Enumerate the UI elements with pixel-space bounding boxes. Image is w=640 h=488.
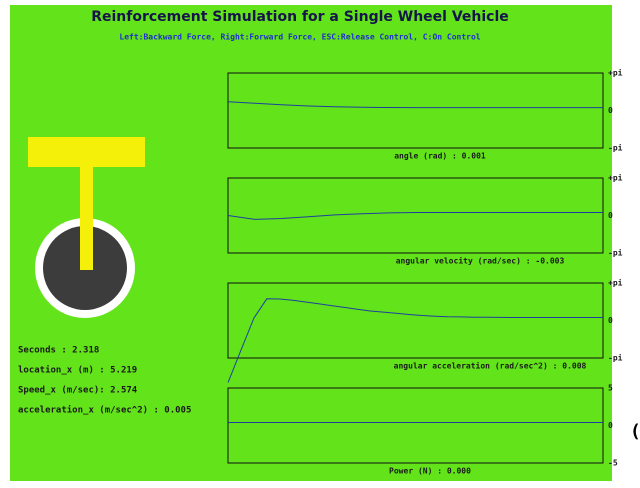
graph-label: angle (rad) : 0.001 bbox=[394, 152, 486, 161]
vehicle-body bbox=[28, 137, 145, 167]
status-text: location_x (m) : 5.219 bbox=[18, 365, 137, 376]
y-tick-label: 0 bbox=[608, 316, 613, 325]
y-tick-label: +pi bbox=[608, 68, 623, 78]
status-text: acceleration_x (m/sec^2) : 0.005 bbox=[18, 405, 191, 416]
y-tick-label: +pi bbox=[608, 173, 623, 183]
vehicle-pole bbox=[80, 167, 93, 270]
graph-label: angular acceleration (rad/sec^2) : 0.008 bbox=[394, 361, 587, 371]
status-text: Speed_x (m/sec): 2.574 bbox=[18, 386, 138, 396]
y-tick-label: -5 bbox=[608, 459, 618, 468]
edge-text: ( bbox=[630, 421, 640, 442]
y-tick-label: 0 bbox=[608, 106, 613, 115]
y-tick-label: -pi bbox=[608, 248, 623, 258]
graph-label: Power (N) : 0.000 bbox=[389, 467, 471, 476]
status-text: Seconds : 2.318 bbox=[18, 346, 99, 356]
title: Reinforcement Simulation for a Single Wh… bbox=[91, 9, 509, 25]
app-window: Reinforcement Simulation for a Single Wh… bbox=[0, 0, 640, 488]
y-tick-label: -pi bbox=[608, 353, 623, 363]
y-tick-label: 0 bbox=[608, 211, 613, 220]
y-tick-label: -pi bbox=[608, 143, 623, 153]
y-tick-label: +pi bbox=[608, 278, 623, 288]
y-tick-label: 5 bbox=[608, 384, 613, 393]
graph-label: angular velocity (rad/sec) : -0.003 bbox=[396, 256, 565, 266]
subtitle: Left:Backward Force, Right:Forward Force… bbox=[119, 32, 480, 42]
y-tick-label: 0 bbox=[608, 421, 613, 430]
